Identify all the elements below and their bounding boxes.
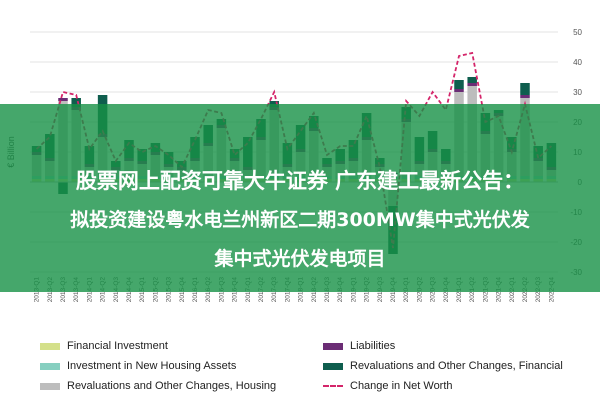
bar-segment: [71, 98, 81, 107]
bar-segment: [520, 83, 530, 95]
overlay-line-3: 集中式光伏发电项目: [214, 248, 386, 270]
legend-swatch: [323, 362, 343, 370]
legend-label: Financial Investment: [67, 340, 168, 352]
legend-swatch: [40, 342, 60, 350]
y-tick-label: 50: [573, 28, 582, 37]
overlay-line-2: 拟投资建设粤水电兰州新区二期300MW集中式光伏发: [70, 209, 530, 231]
legend-swatch: [40, 362, 60, 370]
legend-label: Liabilities: [350, 340, 396, 352]
y-tick-label: 40: [573, 58, 582, 67]
bar-segment: [454, 89, 464, 92]
legend-label: Revaluations and Other Changes, Financia…: [350, 360, 563, 372]
bar-segment: [467, 83, 477, 86]
y-tick-label: 30: [573, 88, 582, 97]
legend-item-net-worth: Change in Net Worth: [323, 380, 453, 392]
legend-label: Investment in New Housing Assets: [67, 360, 237, 372]
bar-segment: [467, 77, 477, 83]
legend-item-liabilities: Liabilities: [323, 340, 395, 352]
legend-dash: [323, 385, 343, 387]
bar-segment: [454, 80, 464, 89]
legend: Financial Investment Investment in New H…: [0, 326, 600, 400]
legend-item-revaluations-financial: Revaluations and Other Changes, Financia…: [323, 360, 563, 372]
bar-segment: [520, 95, 530, 98]
legend-item-housing-assets: Investment in New Housing Assets: [40, 360, 236, 372]
legend-item-revaluations-housing: Revaluations and Other Changes, Housing: [40, 380, 276, 392]
overlay-line-1: 股票网上配资可靠大牛证券 广东建工最新公告：: [75, 169, 525, 193]
legend-item-financial-investment: Financial Investment: [40, 340, 168, 352]
bar-segment: [58, 98, 68, 101]
legend-swatch: [323, 342, 343, 350]
legend-label: Revaluations and Other Changes, Housing: [67, 380, 277, 392]
legend-label: Change in Net Worth: [350, 380, 453, 392]
overlay-banner: [0, 104, 600, 292]
legend-swatch: [40, 382, 60, 390]
